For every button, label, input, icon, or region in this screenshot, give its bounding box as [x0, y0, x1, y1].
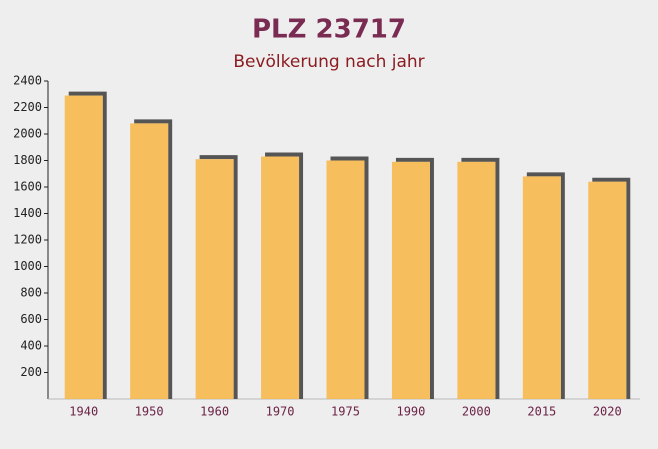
y-tick-label: 1600 [13, 180, 42, 194]
y-tick-label: 2200 [13, 100, 42, 114]
y-tick-label: 400 [20, 339, 42, 353]
bar-shadow [199, 155, 238, 399]
bar-shadow [526, 172, 565, 399]
bar [457, 161, 496, 399]
bar-shadow [68, 91, 107, 399]
y-tick-label: 200 [20, 365, 42, 379]
bar [522, 176, 561, 399]
bar [64, 95, 103, 399]
bar [195, 159, 234, 399]
x-tick-label: 2020 [593, 405, 622, 419]
bar [261, 156, 300, 399]
x-tick-label: 2000 [462, 405, 491, 419]
x-tick-label: 1990 [396, 405, 425, 419]
x-tick-label: 1950 [135, 405, 164, 419]
bar [391, 161, 430, 399]
chart-title: PLZ 23717 [252, 15, 406, 45]
y-tick-label: 600 [20, 312, 42, 326]
x-tick-label: 1970 [266, 405, 295, 419]
y-tick-label: 1400 [13, 206, 42, 220]
x-tick-label: 2015 [527, 405, 556, 419]
chart-subtitle: Bevölkerung nach jahr [233, 52, 424, 72]
y-tick-label: 2400 [13, 74, 42, 88]
x-tick-label: 1975 [331, 405, 360, 419]
bar-shadow [265, 152, 304, 399]
y-tick-label: 2000 [13, 127, 42, 141]
y-tick-label: 1200 [13, 233, 42, 247]
bar [588, 181, 627, 399]
bar [326, 160, 365, 399]
bar-shadow [134, 119, 173, 400]
bar-shadow [330, 156, 369, 399]
x-tick-label: 1960 [200, 405, 229, 419]
y-tick-label: 1800 [13, 153, 42, 167]
bar-shadow [461, 157, 500, 399]
bar [130, 123, 169, 400]
bar-shadow [395, 157, 434, 399]
bar-shadow [592, 177, 631, 399]
y-tick-label: 800 [20, 286, 42, 300]
y-tick-label: 1000 [13, 259, 42, 273]
x-tick-label: 1940 [69, 405, 98, 419]
